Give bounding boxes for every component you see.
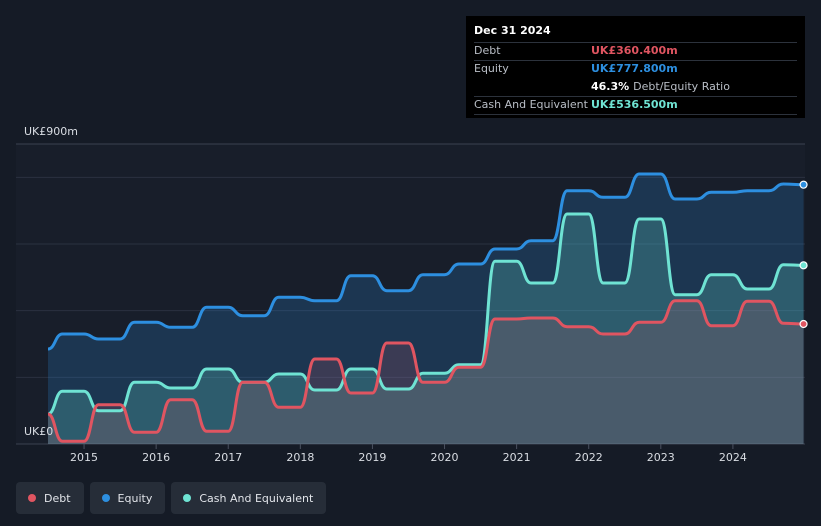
tooltip-cash-value: UK£536.500m xyxy=(591,98,678,111)
tooltip-ratio-label: Debt/Equity Ratio xyxy=(633,80,730,93)
x-tick-label: 2015 xyxy=(70,451,98,464)
x-tick-label: 2017 xyxy=(214,451,242,464)
equity-line xyxy=(47,172,804,351)
debt-end-point xyxy=(799,319,808,329)
tooltip-cash-label: Cash And Equivalent xyxy=(474,98,588,111)
legend-label-cash: Cash And Equivalent xyxy=(199,491,314,505)
debt-area xyxy=(48,300,804,444)
tooltip-equity-label: Equity xyxy=(474,62,509,75)
equity-dot-icon xyxy=(101,494,110,502)
x-tick-label: 2024 xyxy=(719,451,747,464)
grid-lines xyxy=(16,143,805,445)
tooltip-cash-row: Cash And Equivalent UK£536.500m xyxy=(474,96,797,115)
tooltip-date: Dec 31 2024 xyxy=(474,24,551,37)
tooltip-debt-value: UK£360.400m xyxy=(591,44,678,57)
x-tick-label: 2018 xyxy=(286,451,314,464)
x-tick-label: 2019 xyxy=(358,451,386,464)
equity-end-point xyxy=(799,180,808,189)
cash-and-equivalent-end-point xyxy=(799,261,808,270)
tooltip-debt-row: Debt UK£360.400m xyxy=(474,42,797,60)
x-tick-label: 2020 xyxy=(431,451,459,464)
debt-dot-icon xyxy=(28,494,36,502)
x-tick-label: 2016 xyxy=(142,451,170,464)
series-lines xyxy=(47,172,804,443)
x-tick-label: 2021 xyxy=(503,451,531,464)
tooltip-equity-row: Equity UK£777.800m xyxy=(474,60,797,78)
cash-and-equivalent-line xyxy=(47,212,804,416)
y-axis-bottom-label: UK£0 xyxy=(24,425,53,438)
data-tooltip: Dec 31 2024 Debt UK£360.400m Equity UK£7… xyxy=(466,16,805,118)
x-tick-label: 2022 xyxy=(575,451,603,464)
series-end-markers xyxy=(799,180,808,329)
tooltip-debt-label: Debt xyxy=(474,44,501,57)
tooltip-ratio-value: 46.3% xyxy=(591,80,630,93)
x-tick-label: 2023 xyxy=(647,451,675,464)
legend-item-cash[interactable]: Cash And Equivalent xyxy=(171,482,327,514)
tooltip-ratio-row: 46.3% Debt/Equity Ratio xyxy=(474,78,797,96)
x-axis-ticks: 2015 2016 2017 2018 2019 2020 2021 2022 2023 2024 xyxy=(70,444,747,464)
legend-item-equity[interactable]: Equity xyxy=(89,482,166,514)
legend-item-debt[interactable]: Debt xyxy=(16,482,84,514)
y-axis-top-label: UK£900m xyxy=(24,125,78,138)
debt-line xyxy=(47,299,804,443)
legend-label-debt: Debt xyxy=(44,491,71,505)
chart-legend: Debt Equity Cash And Equivalent xyxy=(16,482,332,514)
cash-and-equivalent-area xyxy=(48,214,804,444)
tooltip-equity-value: UK£777.800m xyxy=(591,62,678,75)
cash-dot-icon xyxy=(183,494,192,502)
legend-label-equity: Equity xyxy=(117,491,153,505)
